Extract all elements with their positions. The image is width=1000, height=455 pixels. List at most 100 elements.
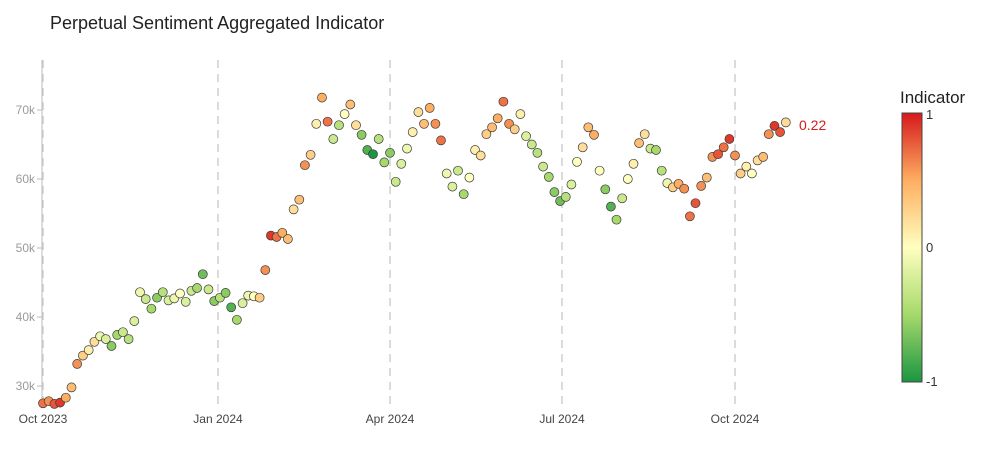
data-point[interactable] (747, 168, 757, 179)
data-point[interactable] (328, 134, 339, 144)
data-point[interactable] (577, 142, 588, 153)
data-point[interactable] (780, 117, 791, 128)
data-point[interactable] (617, 193, 628, 204)
data-point[interactable] (441, 168, 452, 179)
data-point[interactable] (254, 292, 265, 303)
data-point[interactable] (396, 158, 407, 169)
data-point[interactable] (701, 172, 712, 183)
data-point[interactable] (611, 214, 622, 225)
data-point[interactable] (300, 160, 310, 171)
data-point[interactable] (656, 165, 667, 176)
data-point[interactable] (572, 156, 582, 167)
data-point[interactable] (192, 283, 202, 293)
data-point[interactable] (634, 138, 644, 148)
data-point[interactable] (180, 296, 191, 307)
data-point[interactable] (532, 147, 543, 158)
data-point[interactable] (594, 165, 605, 176)
data-point[interactable] (769, 121, 780, 131)
data-point[interactable] (368, 149, 378, 160)
data-point[interactable] (538, 161, 548, 172)
data-point[interactable] (390, 176, 401, 187)
data-point[interactable] (713, 149, 723, 160)
data-point[interactable] (453, 165, 463, 176)
data-point[interactable] (622, 174, 633, 184)
data-point[interactable] (481, 129, 492, 140)
data-point[interactable] (447, 181, 458, 192)
data-point[interactable] (66, 382, 77, 393)
data-point[interactable] (487, 122, 497, 133)
data-point[interactable] (135, 287, 145, 298)
data-point[interactable] (146, 303, 157, 314)
data-point[interactable] (379, 157, 390, 168)
data-point[interactable] (277, 227, 288, 238)
data-point[interactable] (106, 341, 117, 351)
data-point[interactable] (549, 187, 560, 197)
data-point[interactable] (283, 234, 293, 244)
data-point[interactable] (175, 288, 185, 299)
data-point[interactable] (140, 294, 151, 304)
data-point[interactable] (322, 116, 333, 127)
data-point[interactable] (220, 288, 231, 298)
data-point[interactable] (345, 99, 356, 110)
data-point[interactable] (521, 131, 531, 142)
data-point[interactable] (197, 269, 208, 280)
data-point[interactable] (430, 118, 441, 129)
data-point[interactable] (413, 107, 424, 117)
data-point[interactable] (123, 334, 134, 344)
data-point[interactable] (288, 204, 299, 215)
data-point[interactable] (436, 135, 446, 146)
data-point[interactable] (498, 96, 509, 107)
data-point[interactable] (724, 134, 735, 144)
data-point[interactable] (464, 172, 475, 183)
data-point[interactable] (735, 168, 746, 179)
data-point[interactable] (475, 150, 486, 161)
data-point[interactable] (203, 284, 214, 295)
data-point[interactable] (543, 172, 554, 182)
data-point[interactable] (305, 149, 316, 160)
data-point[interactable] (402, 143, 412, 154)
data-point[interactable] (741, 161, 752, 172)
data-point[interactable] (260, 265, 271, 275)
data-point[interactable] (560, 192, 571, 202)
data-point[interactable] (718, 142, 729, 153)
data-point[interactable] (690, 198, 701, 209)
data-point[interactable] (294, 194, 305, 205)
data-point[interactable] (419, 118, 429, 129)
data-point[interactable] (639, 129, 650, 140)
data-point[interactable] (232, 314, 242, 325)
data-point[interactable] (100, 334, 111, 344)
data-point[interactable] (679, 183, 690, 194)
data-point[interactable] (696, 181, 707, 191)
data-point[interactable] (758, 152, 769, 162)
data-point[interactable] (60, 392, 71, 403)
data-point[interactable] (589, 129, 599, 140)
data-point[interactable] (237, 298, 248, 309)
data-point[interactable] (118, 327, 128, 338)
data-point[interactable] (509, 124, 520, 135)
data-point[interactable] (424, 103, 435, 113)
data-point[interactable] (606, 201, 616, 212)
data-point[interactable] (157, 287, 168, 298)
data-point[interactable] (407, 127, 418, 137)
data-point[interactable] (515, 109, 526, 119)
data-point[interactable] (317, 92, 327, 103)
data-point[interactable] (763, 129, 774, 140)
data-point[interactable] (600, 184, 611, 195)
data-point[interactable] (339, 109, 350, 119)
data-point[interactable] (356, 129, 367, 140)
data-point[interactable] (583, 122, 594, 133)
data-point[interactable] (492, 113, 503, 124)
data-point[interactable] (226, 302, 237, 313)
data-point[interactable] (351, 120, 361, 131)
data-point[interactable] (775, 127, 785, 137)
data-point[interactable] (628, 158, 639, 169)
data-point[interactable] (458, 189, 469, 200)
data-point[interactable] (311, 118, 322, 129)
data-point[interactable] (685, 211, 695, 222)
data-point[interactable] (72, 359, 83, 369)
data-point[interactable] (373, 134, 384, 144)
data-point[interactable] (385, 147, 395, 158)
data-point[interactable] (83, 345, 94, 355)
data-point[interactable] (730, 150, 740, 161)
data-point[interactable] (334, 120, 344, 131)
